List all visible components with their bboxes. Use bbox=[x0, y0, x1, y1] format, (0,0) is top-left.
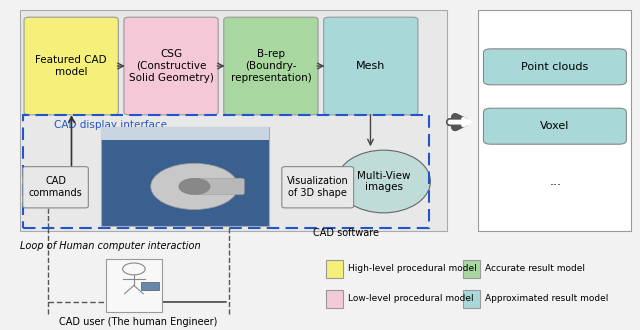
FancyBboxPatch shape bbox=[479, 10, 632, 231]
Bar bbox=[20, 10, 447, 231]
Text: Visualization
of 3D shape: Visualization of 3D shape bbox=[287, 177, 349, 198]
Text: Point clouds: Point clouds bbox=[522, 62, 589, 72]
Text: Loop of Human computer interaction: Loop of Human computer interaction bbox=[20, 241, 200, 251]
FancyBboxPatch shape bbox=[106, 259, 162, 312]
FancyBboxPatch shape bbox=[326, 260, 343, 278]
Text: Voxel: Voxel bbox=[540, 121, 570, 131]
Text: Featured CAD
model: Featured CAD model bbox=[35, 55, 107, 77]
FancyBboxPatch shape bbox=[324, 17, 418, 115]
Text: Mesh: Mesh bbox=[356, 61, 385, 71]
FancyBboxPatch shape bbox=[124, 17, 218, 115]
Bar bbox=[23, 115, 429, 228]
Ellipse shape bbox=[151, 163, 238, 210]
Text: Approximated result model: Approximated result model bbox=[485, 294, 609, 303]
Bar bbox=[101, 127, 269, 140]
Ellipse shape bbox=[337, 150, 431, 213]
Text: CAD software: CAD software bbox=[313, 228, 379, 238]
FancyBboxPatch shape bbox=[224, 17, 318, 115]
Text: Low-level procedural model: Low-level procedural model bbox=[348, 294, 474, 303]
Text: Accurate result model: Accurate result model bbox=[485, 264, 586, 274]
FancyBboxPatch shape bbox=[326, 290, 343, 308]
Text: Multi-View
images: Multi-View images bbox=[357, 171, 410, 192]
FancyBboxPatch shape bbox=[483, 108, 627, 144]
FancyBboxPatch shape bbox=[463, 260, 481, 278]
FancyBboxPatch shape bbox=[24, 17, 118, 115]
FancyBboxPatch shape bbox=[483, 49, 627, 85]
Text: B-rep
(Boundry-
representation): B-rep (Boundry- representation) bbox=[230, 50, 311, 82]
Text: High-level procedural model: High-level procedural model bbox=[348, 264, 477, 274]
Text: CAD
commands: CAD commands bbox=[29, 177, 83, 198]
Text: CAD user (The human Engineer): CAD user (The human Engineer) bbox=[59, 317, 218, 327]
Text: ...: ... bbox=[549, 175, 561, 188]
FancyBboxPatch shape bbox=[282, 167, 354, 208]
Text: CSG
(Constructive
Solid Geometry): CSG (Constructive Solid Geometry) bbox=[129, 50, 214, 82]
FancyBboxPatch shape bbox=[101, 127, 269, 226]
FancyBboxPatch shape bbox=[23, 167, 88, 208]
Text: CAD display interface: CAD display interface bbox=[54, 120, 166, 130]
FancyBboxPatch shape bbox=[195, 178, 244, 195]
Bar bbox=[141, 282, 159, 290]
FancyBboxPatch shape bbox=[463, 290, 481, 308]
Ellipse shape bbox=[179, 178, 210, 195]
